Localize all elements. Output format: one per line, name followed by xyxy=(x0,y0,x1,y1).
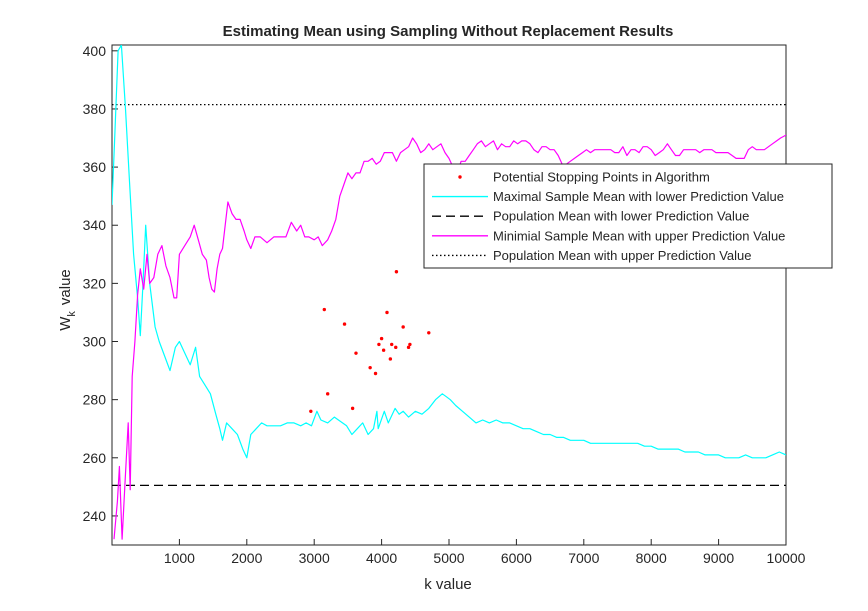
stopping-point-marker xyxy=(325,392,330,396)
stopping-point-marker xyxy=(408,342,412,347)
stopping-point-marker xyxy=(427,331,431,335)
y-tick-label: 300 xyxy=(83,334,107,350)
x-tick-label: 7000 xyxy=(568,550,599,566)
series-layer xyxy=(112,45,786,540)
y-tick-label: 400 xyxy=(83,43,107,59)
y-tick-label: 380 xyxy=(83,101,107,117)
x-tick-label: 9000 xyxy=(703,550,734,566)
stopping-point-marker xyxy=(373,371,378,376)
x-axis-label: k value xyxy=(424,576,472,593)
stopping-point-marker xyxy=(322,307,327,312)
stopping-point-marker xyxy=(401,325,405,329)
legend-box xyxy=(423,163,833,269)
y-tick-label: 360 xyxy=(83,159,107,175)
stopping-point-marker xyxy=(385,310,389,315)
y-tick-label: 240 xyxy=(83,508,107,524)
x-tick-label: 1000 xyxy=(164,550,195,566)
axis-ticks: 1000 2000 3000 4000 5000 6000 7000 8000 9000 1000… xyxy=(83,43,806,566)
stopping-point-marker xyxy=(406,345,411,350)
axes-box xyxy=(111,44,787,546)
stopping-point-marker xyxy=(381,348,386,352)
x-tick-label: 4000 xyxy=(366,550,397,566)
minimial-sample-mean-with-upper-prediction-value-line xyxy=(113,134,786,540)
legend-label: Minimial Sample Mean with upper Predicti… xyxy=(493,228,785,243)
stopping-point-marker xyxy=(354,351,358,355)
y-axis-label-main: W xyxy=(57,316,74,331)
legend-swatch xyxy=(458,175,462,179)
stopping-point-marker xyxy=(309,409,313,413)
y-tick-label: 340 xyxy=(83,217,107,233)
x-tick-label: 2000 xyxy=(231,550,262,566)
y-tick-label: 280 xyxy=(83,392,107,408)
stopping-point-marker xyxy=(379,336,384,341)
chart-title: Estimating Mean using Sampling Without R… xyxy=(223,23,674,40)
y-tick-label: 320 xyxy=(83,275,107,291)
plot-area: 1000 2000 3000 4000 5000 6000 7000 8000 9000 1000… xyxy=(83,43,806,566)
legend: Potential Stopping Points in Algorithm Ma… xyxy=(423,163,833,269)
y-axis-label-tail: value xyxy=(57,269,74,305)
stopping-point-marker xyxy=(368,365,372,370)
x-tick-label: 5000 xyxy=(433,550,464,566)
stopping-point-marker xyxy=(350,406,355,411)
y-tick-label: 260 xyxy=(83,450,107,466)
x-tick-label: 8000 xyxy=(636,550,667,566)
x-tick-label: 6000 xyxy=(501,550,532,566)
stopping-point-marker xyxy=(377,342,381,347)
stopping-point-marker xyxy=(390,342,394,347)
x-tick-label: 3000 xyxy=(299,550,330,566)
stopping-point-marker xyxy=(342,322,347,326)
y-axis-label: Wk value xyxy=(57,269,78,331)
stopping-point-marker xyxy=(394,345,398,350)
stopping-point-marker xyxy=(394,270,399,274)
x-tick-label: 10000 xyxy=(767,550,806,566)
legend-label: Maximal Sample Mean with lower Predictio… xyxy=(493,189,784,204)
stopping-point-marker xyxy=(388,357,393,361)
legend-label: Population Mean with lower Prediction Va… xyxy=(493,209,749,224)
legend-label: Potential Stopping Points in Algorithm xyxy=(493,170,710,185)
legend-label: Population Mean with upper Prediction Va… xyxy=(493,248,751,263)
y-axis-label-subscript: k xyxy=(66,311,78,317)
maximal-sample-mean-with-lower-prediction-value-line xyxy=(112,45,786,459)
